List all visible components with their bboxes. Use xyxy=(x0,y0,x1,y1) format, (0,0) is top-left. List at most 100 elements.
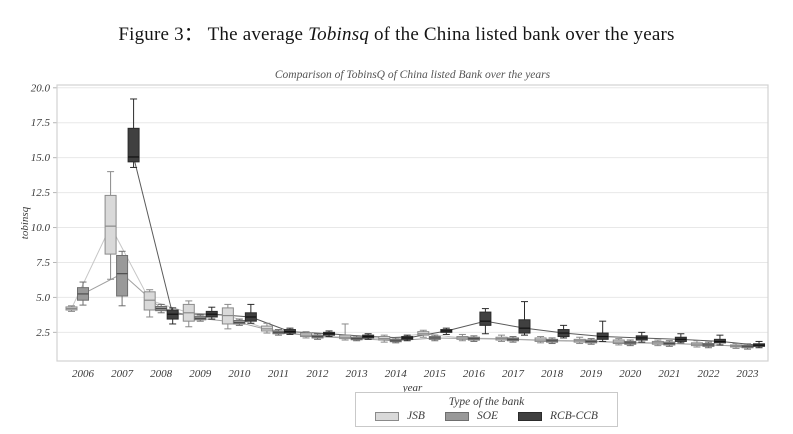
box-jsb-2010 xyxy=(221,303,234,330)
box-soe-2010 xyxy=(233,318,246,326)
box-rcb-ccb-2017 xyxy=(518,301,531,336)
box-jsb-2012 xyxy=(300,331,313,339)
median-line-soe xyxy=(82,273,748,347)
box-soe-2008 xyxy=(155,303,168,314)
box-rcb-ccb-2018 xyxy=(557,324,570,339)
box-rcb-ccb-2008 xyxy=(166,307,179,325)
legend-swatch-jsb xyxy=(375,411,400,421)
box-jsb-2014 xyxy=(378,334,391,343)
box-rcb-ccb-2019 xyxy=(596,320,609,342)
legend-swatch-soe xyxy=(444,411,469,421)
x-axis-label: year xyxy=(402,382,423,394)
box-jsb-2009 xyxy=(182,300,195,328)
box-rcb-ccb-2022 xyxy=(713,334,726,346)
figure-title-post: of the China listed bank over the years xyxy=(369,24,675,45)
figure-title: Figure 3： The average Tobinsq of the Chi… xyxy=(0,19,793,46)
legend: Type of the bank JSB SOE RCB-CCB xyxy=(355,392,618,427)
box-jsb-2023 xyxy=(730,343,743,349)
box-soe-2016 xyxy=(467,335,480,342)
box-soe-2023 xyxy=(741,343,754,350)
x-tick-label-2017: 2017 xyxy=(502,368,525,380)
box-jsb-2022 xyxy=(690,340,703,348)
box-soe-2018 xyxy=(546,337,559,345)
box-rcb-ccb-2011 xyxy=(283,327,296,335)
box-soe-2022 xyxy=(702,341,715,349)
box-rcb-ccb-2007 xyxy=(127,98,140,168)
box-jsb-2008 xyxy=(143,289,156,318)
x-tick-label-2022: 2022 xyxy=(697,368,720,380)
legend-items: JSB SOE RCB-CCB xyxy=(365,410,608,423)
box-soe-2015 xyxy=(428,334,441,342)
x-tick-label-2006: 2006 xyxy=(72,368,95,380)
box-soe-2021 xyxy=(663,340,676,347)
x-tick-label-2011: 2011 xyxy=(268,368,289,380)
x-tick-label-2008: 2008 xyxy=(150,368,173,380)
box-jsb-2016 xyxy=(456,333,469,342)
box-jsb-2015 xyxy=(417,329,430,338)
legend-title: Type of the bank xyxy=(448,396,525,409)
x-tick-label-2020: 2020 xyxy=(619,368,642,380)
box-soe-2006 xyxy=(77,281,89,306)
plot-border xyxy=(56,84,769,362)
box-rcb-ccb-2009 xyxy=(205,306,218,320)
box-soe-2019 xyxy=(585,338,598,345)
box-jsb-2019 xyxy=(573,336,586,345)
x-tick-label-2010: 2010 xyxy=(228,368,251,380)
y-tick-label: 2.5 xyxy=(36,327,50,339)
box-soe-2020 xyxy=(624,339,637,347)
x-tick-label-2012: 2012 xyxy=(307,368,330,380)
box-rcb-ccb-2012 xyxy=(323,330,336,338)
x-tick-label-2014: 2014 xyxy=(385,368,408,380)
median-line-jsb xyxy=(71,225,737,347)
box-soe-2013 xyxy=(350,335,363,342)
x-tick-label-2023: 2023 xyxy=(737,368,760,380)
x-tick-label-2018: 2018 xyxy=(541,368,564,380)
box-soe-2009 xyxy=(194,314,207,322)
chart-title: Comparison of TobinsQ of China listed Ba… xyxy=(275,69,551,81)
box-rcb-ccb-2015 xyxy=(440,327,453,335)
y-tick-label: 10.0 xyxy=(31,222,51,234)
x-tick-label-2009: 2009 xyxy=(189,368,212,380)
box-rcb-ccb-2021 xyxy=(674,333,687,344)
legend-label-jsb: JSB xyxy=(407,409,425,422)
box-soe-2012 xyxy=(311,333,324,340)
legend-item-jsb: JSB xyxy=(375,410,425,423)
y-tick-label: 17.5 xyxy=(31,117,51,129)
box-jsb-2006 xyxy=(65,305,78,312)
box-jsb-2021 xyxy=(651,339,664,347)
x-tick-label-2019: 2019 xyxy=(580,368,603,380)
box-jsb-2020 xyxy=(612,338,625,346)
y-axis-label: tobinsq xyxy=(19,206,31,239)
figure-title-italic-term: Tobinsq xyxy=(308,24,370,45)
box-jsb-2017 xyxy=(495,334,508,342)
y-tick-label: 15.0 xyxy=(31,152,51,164)
box-rcb-ccb-2023 xyxy=(753,340,766,349)
y-tick-label: 12.5 xyxy=(31,187,51,199)
box-rcb-ccb-2020 xyxy=(635,331,648,343)
y-tick-label: 7.5 xyxy=(36,257,50,269)
box-jsb-2011 xyxy=(260,322,273,334)
legend-item-rcb-ccb: RCB-CCB xyxy=(518,410,598,423)
box-jsb-2018 xyxy=(534,336,547,344)
box-rcb-ccb-2010 xyxy=(244,303,257,324)
figure-title-pre: The average xyxy=(203,24,309,45)
x-tick-label-2013: 2013 xyxy=(346,368,369,380)
figure-label: Figure 3： xyxy=(118,24,204,45)
x-tick-label-2007: 2007 xyxy=(111,368,134,380)
legend-label-soe: SOE xyxy=(476,409,499,422)
box-soe-2017 xyxy=(506,336,519,343)
y-tick-label: 20.0 xyxy=(31,82,51,94)
legend-item-soe: SOE xyxy=(444,409,499,423)
box-jsb-2007 xyxy=(104,171,117,280)
legend-swatch-rcb-ccb xyxy=(518,411,543,421)
box-rcb-ccb-2016 xyxy=(479,308,492,335)
box-rcb-ccb-2014 xyxy=(401,334,414,342)
legend-label-rcb-ccb: RCB-CCB xyxy=(550,409,598,422)
box-rcb-ccb-2013 xyxy=(362,333,375,340)
box-soe-2014 xyxy=(389,337,402,344)
x-tick-label-2015: 2015 xyxy=(424,368,447,380)
y-tick-label: 5.0 xyxy=(36,292,50,304)
x-tick-label-2021: 2021 xyxy=(658,368,680,380)
box-soe-2011 xyxy=(272,329,285,336)
